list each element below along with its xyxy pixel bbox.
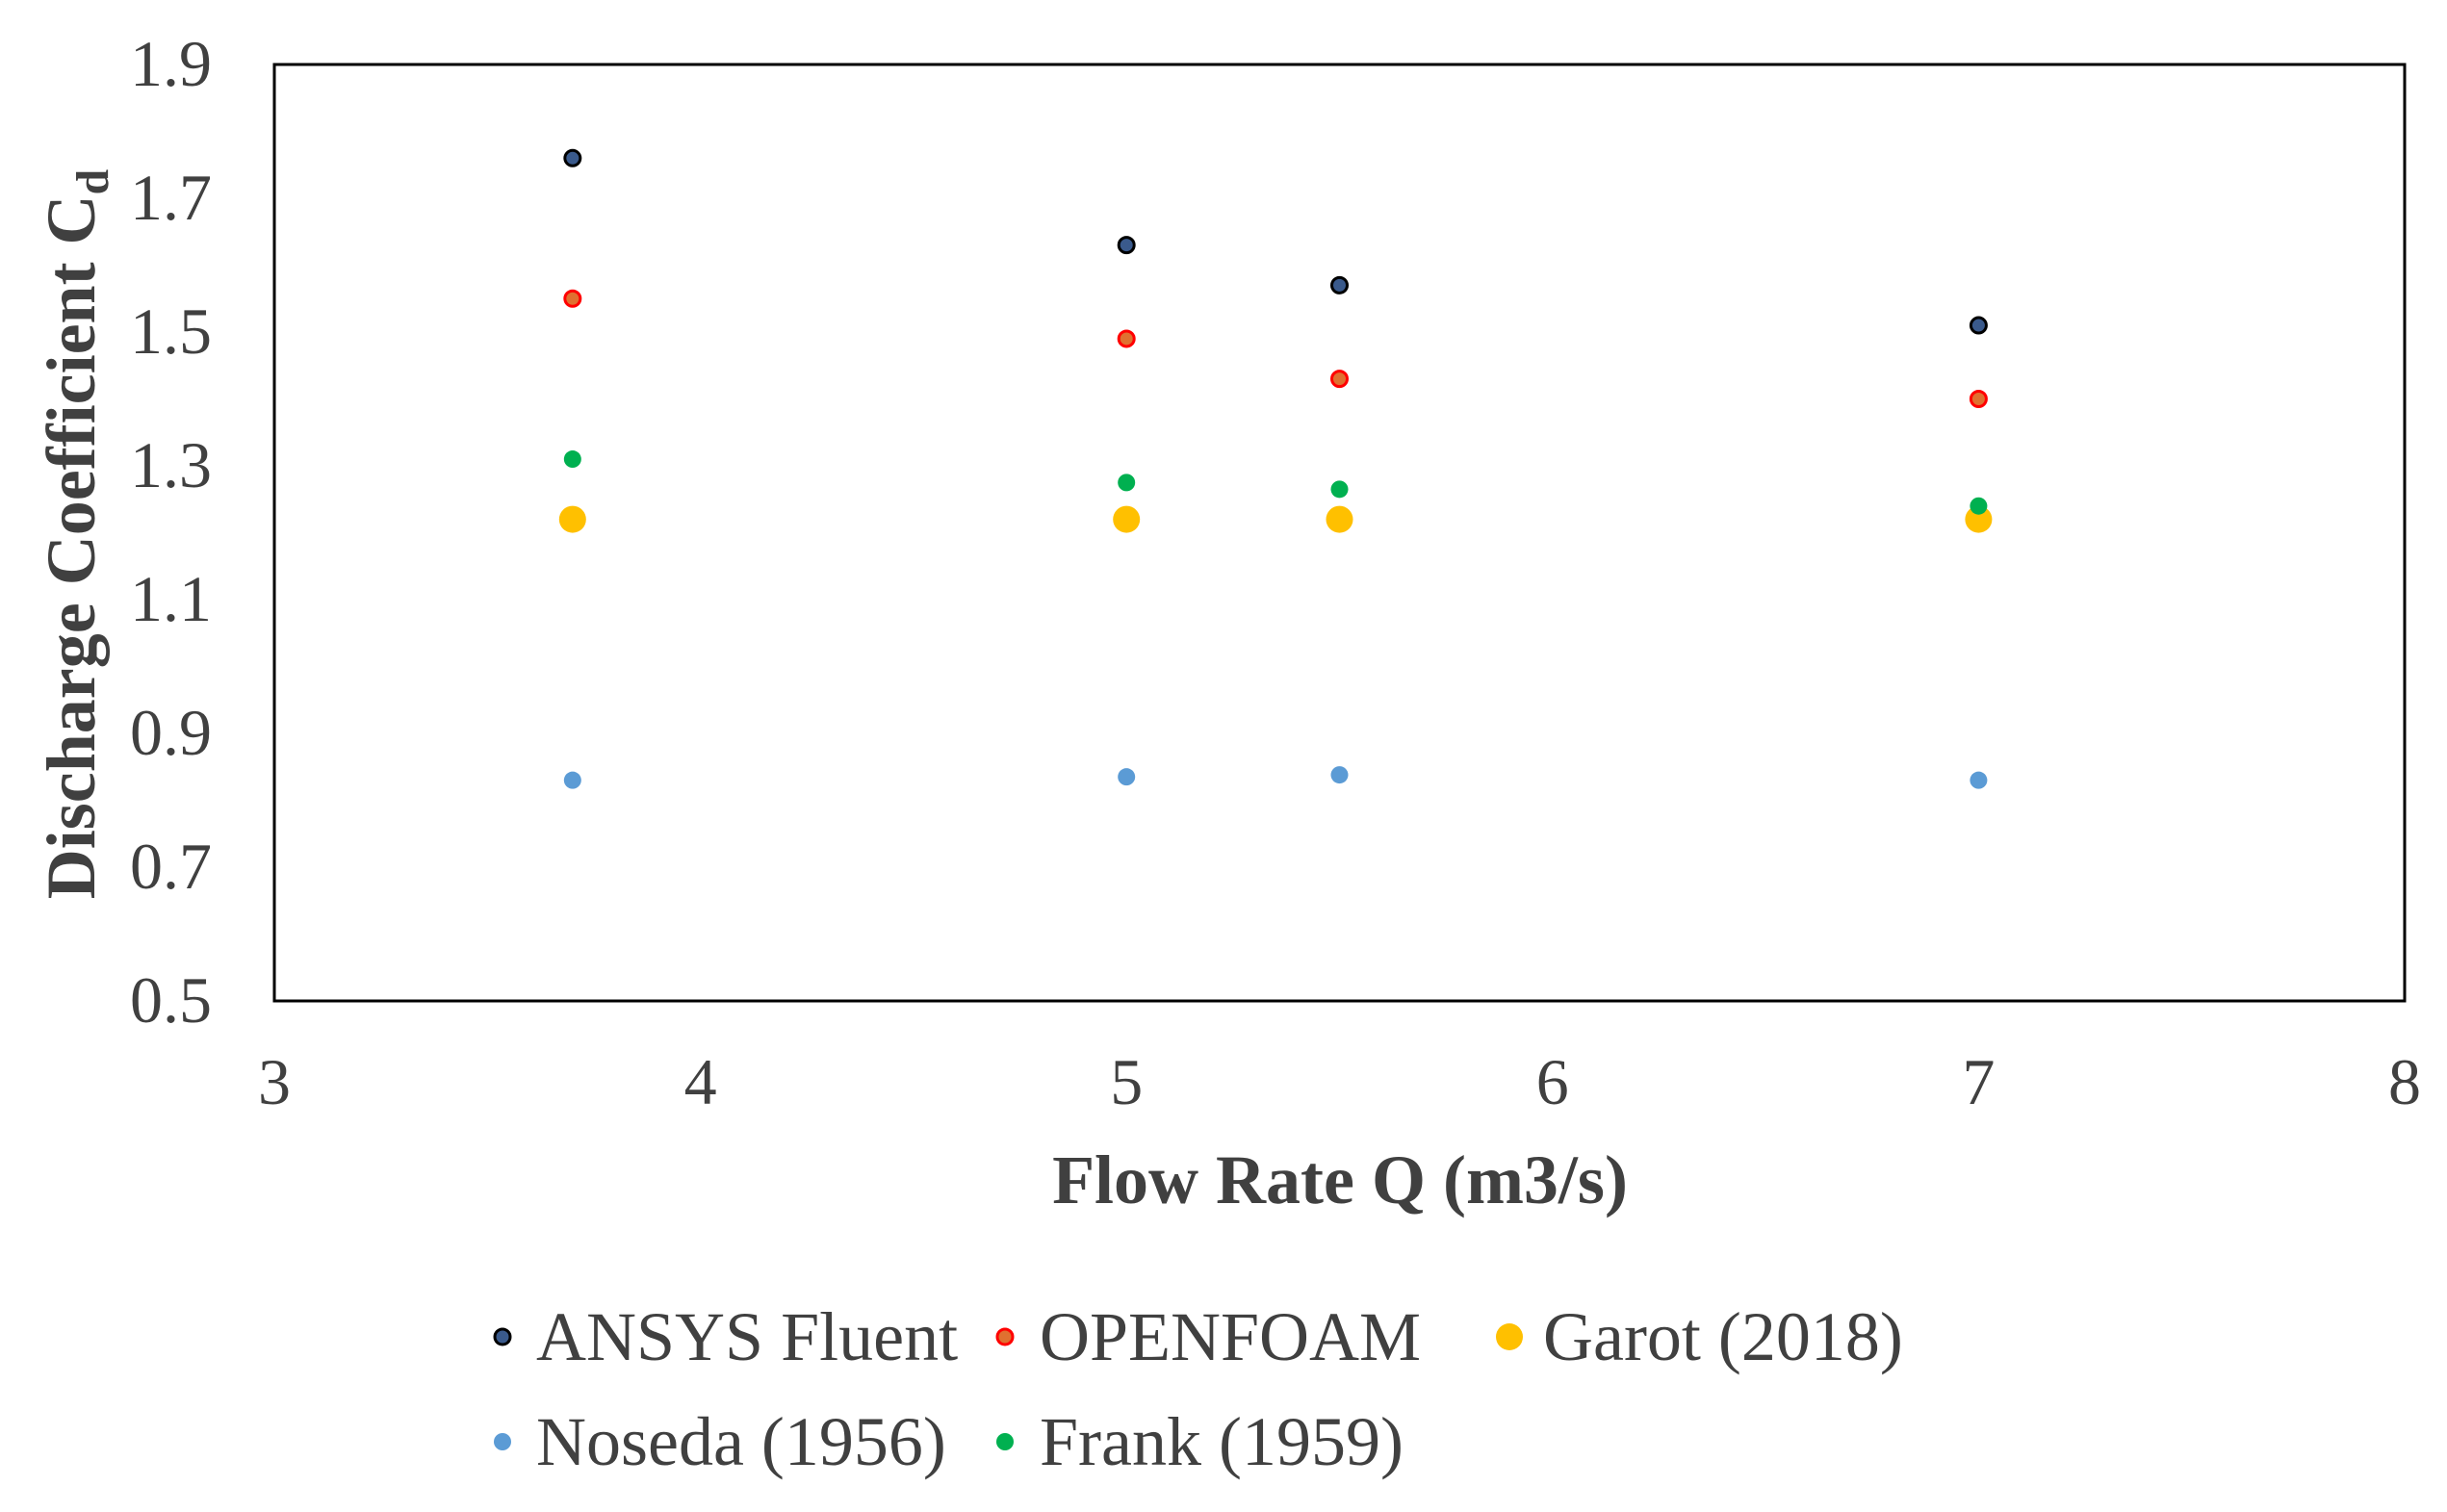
data-point-noseda-1956 [1970,771,1988,789]
x-tick-label: 8 [2388,1045,2421,1118]
data-point-noseda-1956 [1330,766,1349,784]
data-points [558,148,1993,789]
data-point-ansys-fluent [1330,275,1349,295]
data-point-frank-1959 [563,450,581,469]
y-tick-label: 1.9 [130,27,212,100]
legend-item-frank-1959: Frank (1959) [996,1403,1404,1480]
data-point-frank-1959 [1330,480,1349,499]
x-axis-title: Flow Rate Q (m3/s) [1052,1141,1628,1218]
legend-label-garot-2018: Garot (2018) [1543,1298,1903,1375]
data-point-openfoam [1117,329,1136,348]
data-point-noseda-1956 [1118,768,1136,786]
data-point-frank-1959 [1970,497,1988,515]
data-point-garot-2018 [1113,505,1141,533]
legend-marker-noseda-1956 [494,1433,511,1450]
legend-marker-garot-2018 [1496,1323,1523,1350]
x-tick-label: 7 [1962,1045,1995,1118]
data-point-openfoam [1330,370,1349,389]
x-tick-label: 3 [258,1045,291,1118]
y-tick-label: 0.5 [130,963,212,1037]
y-tick-label: 1.7 [130,161,212,234]
legend-item-openfoam: OPENFOAM [995,1298,1421,1375]
x-tick-label: 5 [1110,1045,1143,1118]
data-point-noseda-1956 [563,771,581,789]
data-point-openfoam [1969,390,1988,408]
y-axis-title: Discharge Coefficient Cd [33,168,118,899]
x-tick-label: 6 [1536,1045,1569,1118]
data-point-garot-2018 [1326,505,1353,533]
y-tick-label: 0.7 [130,830,212,903]
y-axis-ticks: 0.5 0.7 0.9 1.1 1.3 1.5 1.7 1.9 [130,27,212,1037]
data-point-garot-2018 [1965,505,1993,533]
y-tick-label: 1.1 [130,562,212,635]
legend-marker-frank-1959 [996,1433,1014,1450]
data-point-ansys-fluent [1969,316,1988,335]
data-point-garot-2018 [558,505,586,533]
legend-item-ansys-fluent: ANSYS Fluent [493,1298,958,1375]
legend-label-openfoam: OPENFOAM [1040,1298,1421,1375]
legend-marker-openfoam [995,1327,1015,1346]
legend-item-garot-2018: Garot (2018) [1496,1298,1903,1375]
legend-marker-ansys-fluent [493,1327,512,1346]
data-point-frank-1959 [1118,474,1136,492]
legend-item-noseda-1956: Noseda (1956) [494,1403,946,1480]
x-axis-ticks: 3 4 5 6 7 8 [258,1045,2421,1118]
data-point-ansys-fluent [1117,236,1136,255]
legend-label-frank-1959: Frank (1959) [1040,1403,1404,1480]
y-tick-label: 1.3 [130,428,212,501]
x-tick-label: 4 [684,1045,717,1118]
y-tick-label: 1.5 [130,295,212,368]
legend: ANSYS Fluent OPENFOAM Garot (2018) Nosed… [493,1298,1903,1480]
legend-label-noseda-1956: Noseda (1956) [536,1403,946,1480]
y-tick-label: 0.9 [130,696,212,769]
y-axis-title-subscript: d [67,168,118,194]
data-point-ansys-fluent [563,148,582,167]
y-axis-title-main: Discharge Coefficient C [33,194,110,899]
data-point-openfoam [563,289,582,308]
legend-label-ansys-fluent: ANSYS Fluent [536,1298,958,1375]
